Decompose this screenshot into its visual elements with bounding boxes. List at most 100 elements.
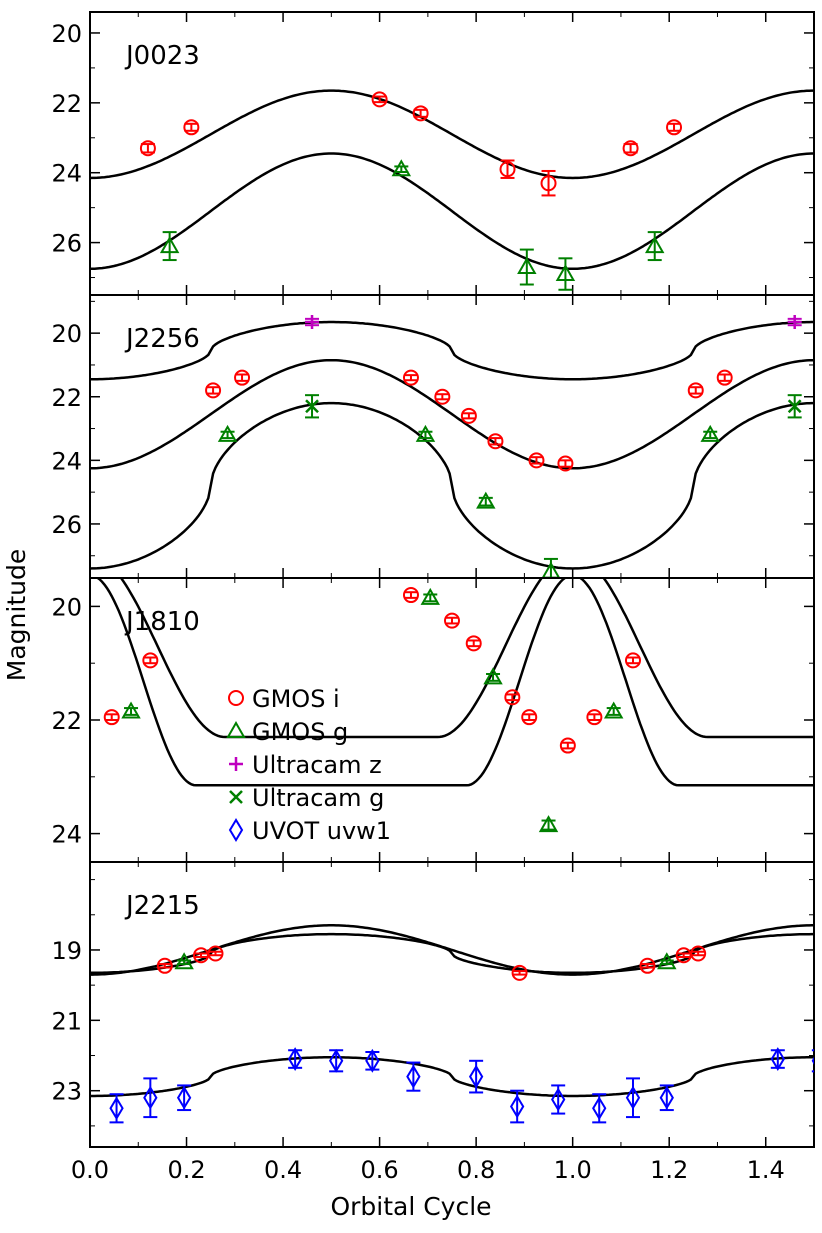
y-tick-label: 22 [51,384,82,412]
y-tick-label: 22 [51,707,82,735]
x-tick-label: 0.0 [71,1156,109,1184]
y-tick-label: 19 [51,937,82,965]
x-tick-label: 0.2 [167,1156,205,1184]
model-curves [90,89,814,271]
model-curve [90,401,814,570]
model-curves [90,924,814,1098]
model-curve [95,578,814,787]
data-point-diamond [659,1085,674,1110]
model-curve [119,578,814,739]
data-point-diamond [365,1048,380,1073]
data-point-plus [305,315,320,330]
data-point-circle [559,737,576,754]
data-point-circle [557,455,574,472]
data-point-circle [371,91,388,108]
data-point-circle [499,161,516,178]
data-point-diamond [625,1085,641,1110]
data-point-circle [234,369,251,386]
data-point-diamond [592,1096,607,1121]
data-points [103,587,641,833]
data-point-plus [787,315,802,330]
data-point-triangle [657,952,677,970]
legend-entry: GMOS i [228,685,340,713]
data-point-circle [504,689,521,706]
data-point-circle [103,709,120,726]
data-point-triangle [391,159,412,177]
data-point-diamond [509,1094,525,1119]
data-point-diamond [287,1047,303,1071]
data-point-triangle [420,587,441,605]
panel-j1810: 20 22 24 J1810 [51,577,815,863]
data-point-triangle [538,815,559,833]
panel-j2256: 20 22 24 26 J2256 [51,294,815,579]
data-point-circle [487,433,504,450]
model-curve [90,1056,814,1098]
model-curve [90,358,814,470]
data-point-diamond [770,1047,785,1071]
data-point-triangle [217,424,238,442]
data-point-triangle [555,264,576,282]
data-point-circle [142,652,159,669]
data-point-triangle [700,424,720,442]
data-point-circle [139,140,156,157]
data-point-circle [586,709,603,726]
data-point-circle [207,945,224,962]
data-point-circle [639,957,656,974]
model-curves [95,578,814,787]
data-point-diamond [228,818,244,842]
model-curve [90,932,814,975]
x-tick-label: 1.4 [747,1156,785,1184]
x-axis-label: Orbital Cycle [330,1192,491,1221]
x-tick-label: 0.4 [264,1156,302,1184]
y-tick-label: 20 [51,593,82,621]
model-curves [90,320,814,570]
legend: GMOS i GMOS g Ultracam z Ultracam g UVOT uvw… [226,685,391,845]
legend-label: Ultracam z [252,751,382,779]
legend-entry: Ultracam g [229,784,384,812]
y-tick-label: 20 [51,320,82,348]
data-point-x [787,399,802,414]
panel-j2215: 19 21 23 J2215 [51,861,815,1148]
data-point-circle [511,964,528,981]
data-point-circle [156,957,173,974]
data-point-x [305,399,319,414]
data-point-triangle [644,236,665,254]
y-tick-label: 26 [51,230,82,258]
panel-name: J1810 [124,607,200,637]
model-curve [90,89,814,180]
data-point-circle [540,175,557,192]
data-point-triangle [159,236,180,254]
model-curve [90,320,814,381]
data-point-circle [402,369,419,386]
data-points [109,945,814,1124]
legend-entry: Ultracam z [229,751,382,779]
data-point-triangle [603,701,624,719]
legend-label: UVOT uvw1 [252,817,391,845]
data-point-diamond [406,1064,421,1089]
data-point-circle [434,388,451,405]
data-point-triangle [226,720,246,738]
x-tick-label: 1.0 [554,1156,592,1184]
data-point-diamond [176,1085,192,1110]
model-curve [90,924,814,976]
data-point-circle [460,407,477,424]
legend-entry: GMOS g [226,718,348,746]
model-curve [90,152,814,271]
data-point-diamond [328,1048,344,1073]
y-tick-label: 24 [51,447,82,475]
panel-name: J2256 [124,324,200,354]
data-point-circle [228,690,244,706]
panel-frame [89,861,815,1148]
legend-label: GMOS g [252,718,348,746]
data-point-diamond [143,1085,158,1110]
data-point-plus [229,757,243,771]
y-tick-label: 23 [51,1078,82,1106]
data-point-circle [625,652,641,669]
data-point-triangle [517,257,537,275]
data-point-triangle [483,667,503,685]
data-point-diamond [551,1087,566,1112]
data-point-circle [412,105,429,122]
y-tick-label: 21 [51,1007,82,1035]
y-tick-label: 20 [51,20,82,48]
data-point-circle [521,709,538,726]
